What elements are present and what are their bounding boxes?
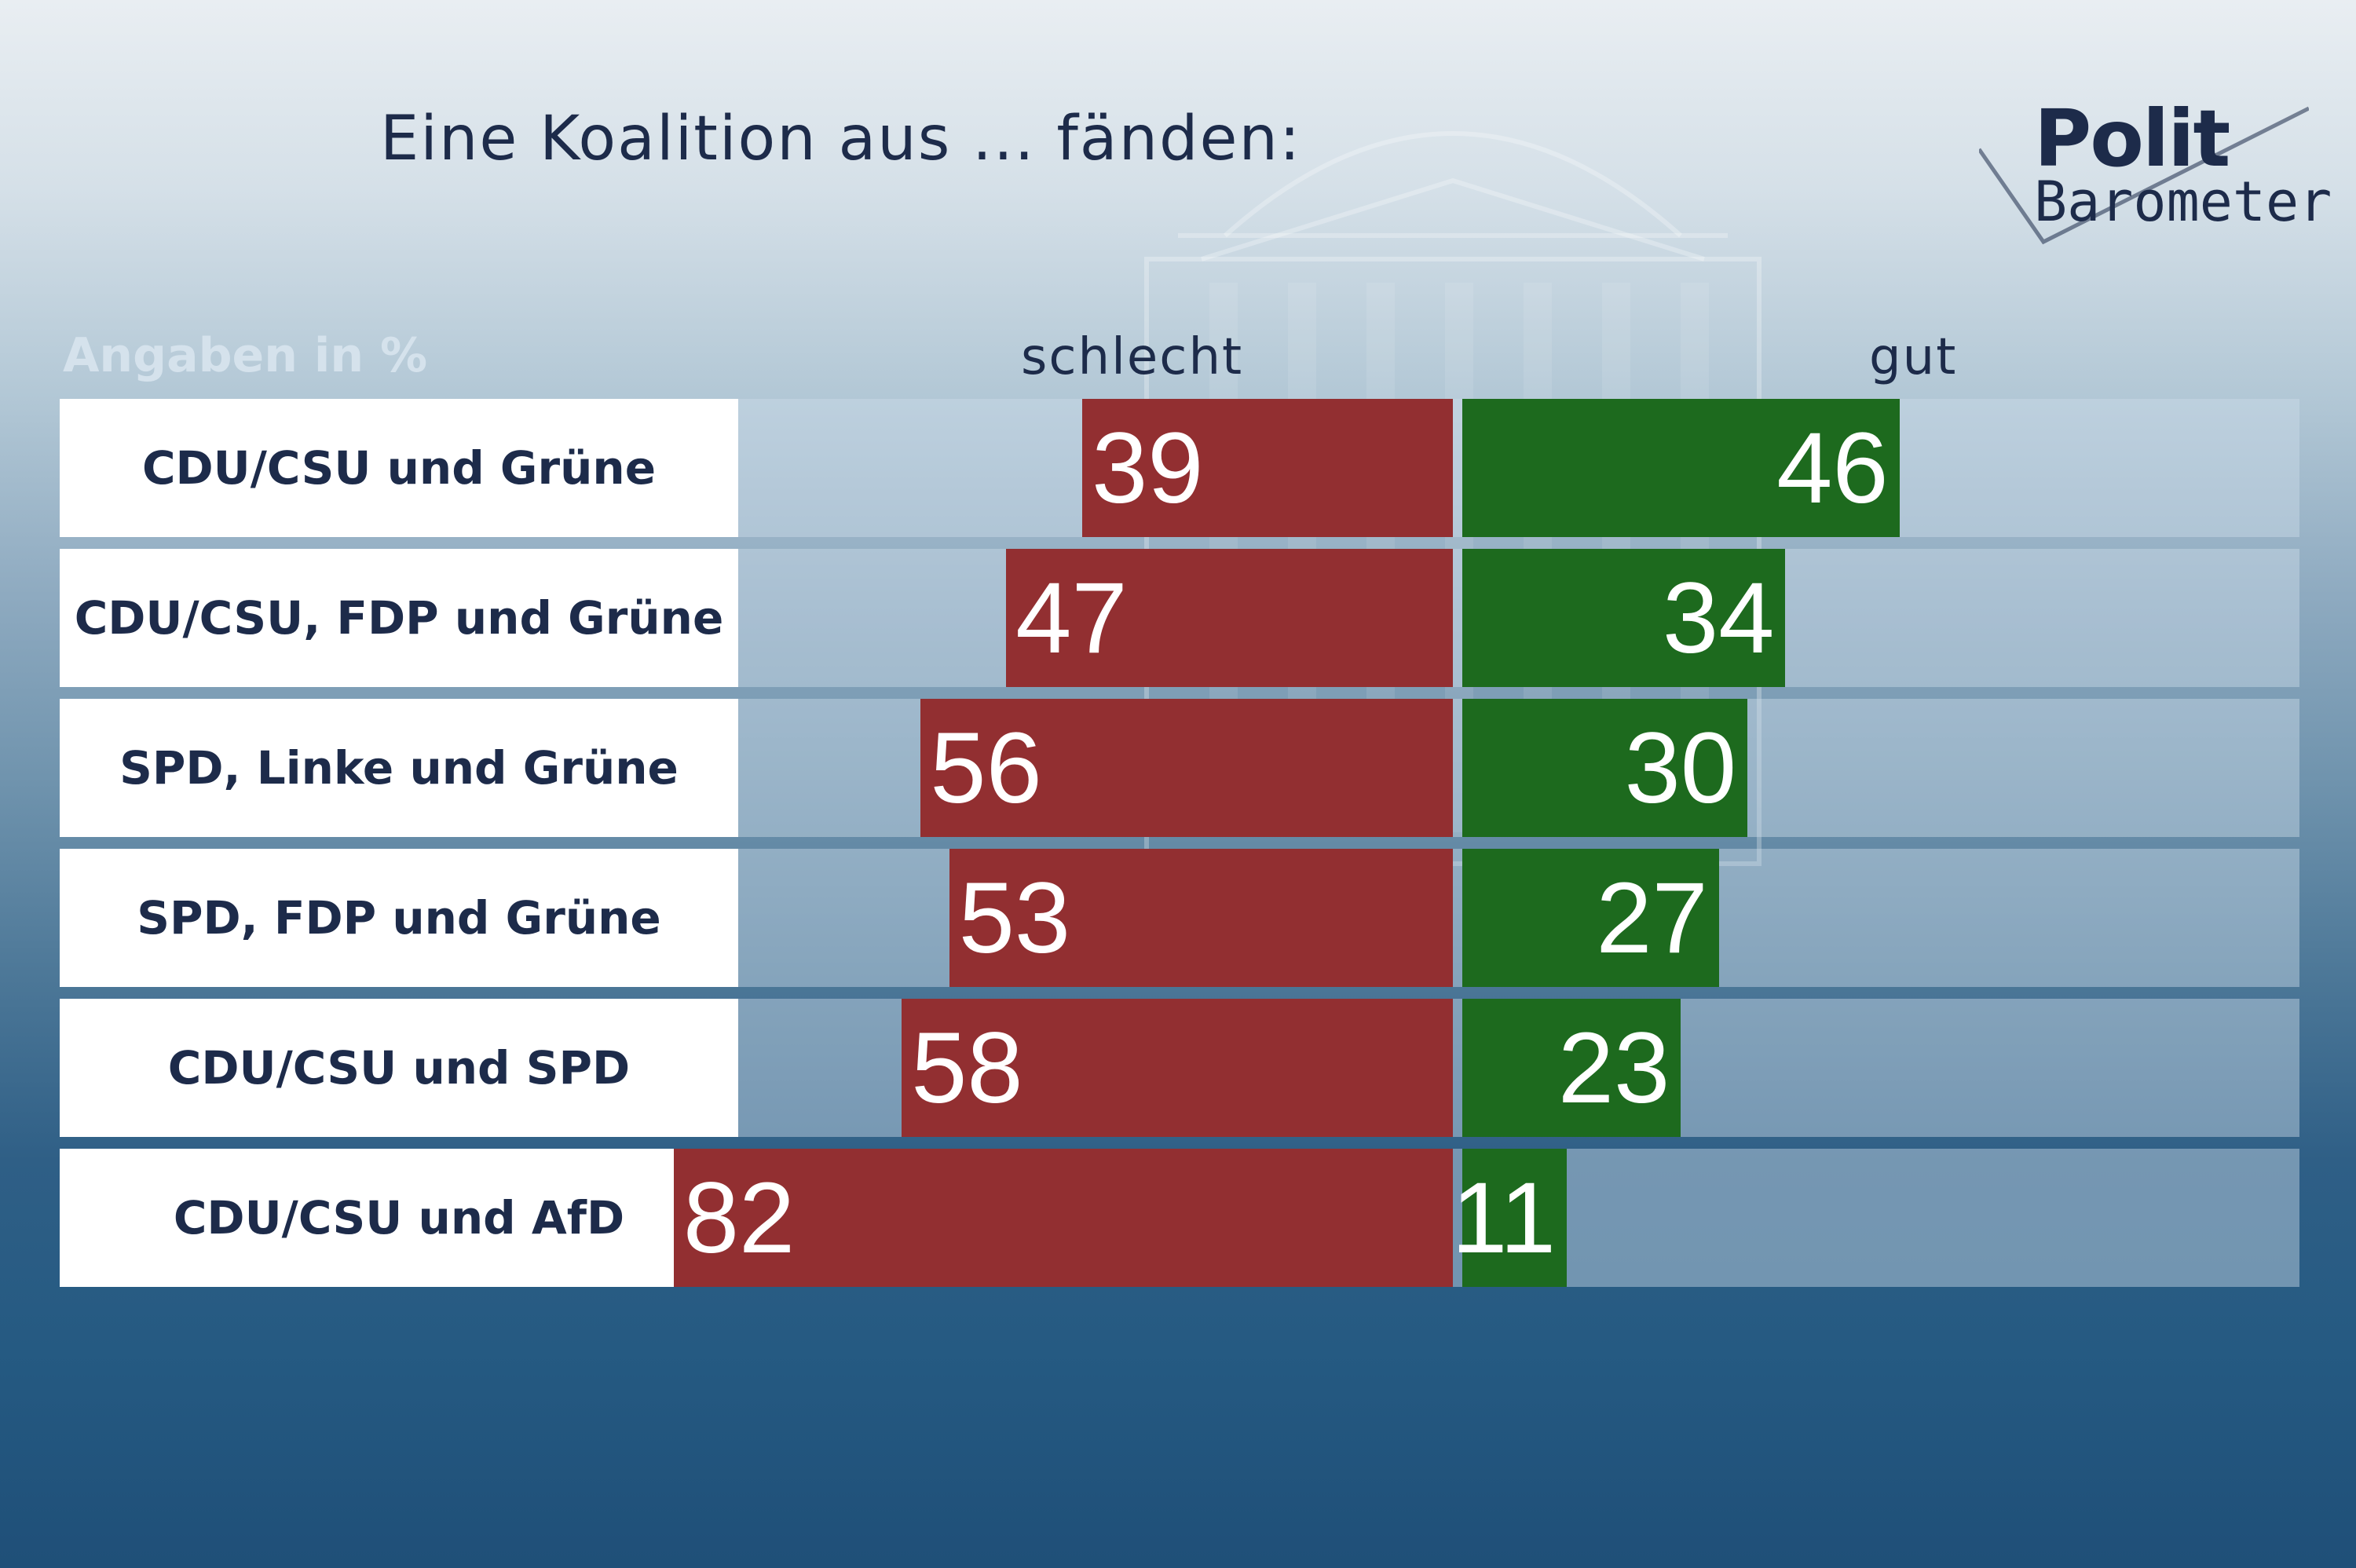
category-label: CDU/CSU und AfD xyxy=(60,1149,738,1287)
bar-schlecht: 53 xyxy=(949,849,1453,987)
check-mark-icon xyxy=(1979,106,2309,245)
bar-schlecht: 58 xyxy=(902,999,1453,1137)
bar-track: 47 34 xyxy=(738,549,2299,687)
bar-track: 58 23 xyxy=(738,999,2299,1137)
category-label: CDU/CSU, FDP und Grüne xyxy=(60,549,738,687)
chart-row: CDU/CSU, FDP und Grüne 47 34 xyxy=(60,549,2299,687)
bar-schlecht: 39 xyxy=(1082,399,1453,537)
bar-track: 82 11 xyxy=(673,1149,2299,1287)
logo-text-polit: Polit xyxy=(2034,93,2230,185)
bar-track: 56 30 xyxy=(738,699,2299,837)
bar-track: 53 27 xyxy=(738,849,2299,987)
bar-schlecht: 56 xyxy=(920,699,1453,837)
chart-row: SPD, Linke und Grüne 56 30 xyxy=(60,699,2299,837)
category-label: SPD, Linke und Grüne xyxy=(60,699,738,837)
bar-track: 39 46 xyxy=(738,399,2299,537)
category-label: CDU/CSU und Grüne xyxy=(60,399,738,537)
bar-schlecht: 82 xyxy=(673,1149,1453,1287)
category-label: CDU/CSU und SPD xyxy=(60,999,738,1137)
bar-gut: 46 xyxy=(1462,399,1900,537)
chart-title: Eine Koalition aus ... fänden: xyxy=(380,104,1302,174)
unit-label: Angaben in % xyxy=(63,328,428,383)
bar-gut: 23 xyxy=(1462,999,1681,1137)
politbarometer-logo: Polit Barometer xyxy=(1979,93,2332,258)
bar-schlecht: 47 xyxy=(1006,549,1453,687)
bar-gut: 30 xyxy=(1462,699,1747,837)
logo-text-barometer: Barometer xyxy=(2034,170,2332,234)
category-label: SPD, FDP und Grüne xyxy=(60,849,738,987)
chart-row: CDU/CSU und Grüne 39 46 xyxy=(60,399,2299,537)
legend-gut: gut xyxy=(1869,328,1958,386)
bar-gut: 11 xyxy=(1451,1149,1568,1287)
chart-row: SPD, FDP und Grüne 53 27 xyxy=(60,849,2299,987)
chart-row: CDU/CSU und AfD 82 11 xyxy=(60,1149,2299,1287)
bar-gut: 34 xyxy=(1462,549,1786,687)
bar-gut: 27 xyxy=(1462,849,1719,987)
legend-schlecht: schlecht xyxy=(1021,328,1244,386)
chart-row: CDU/CSU und SPD 58 23 xyxy=(60,999,2299,1137)
